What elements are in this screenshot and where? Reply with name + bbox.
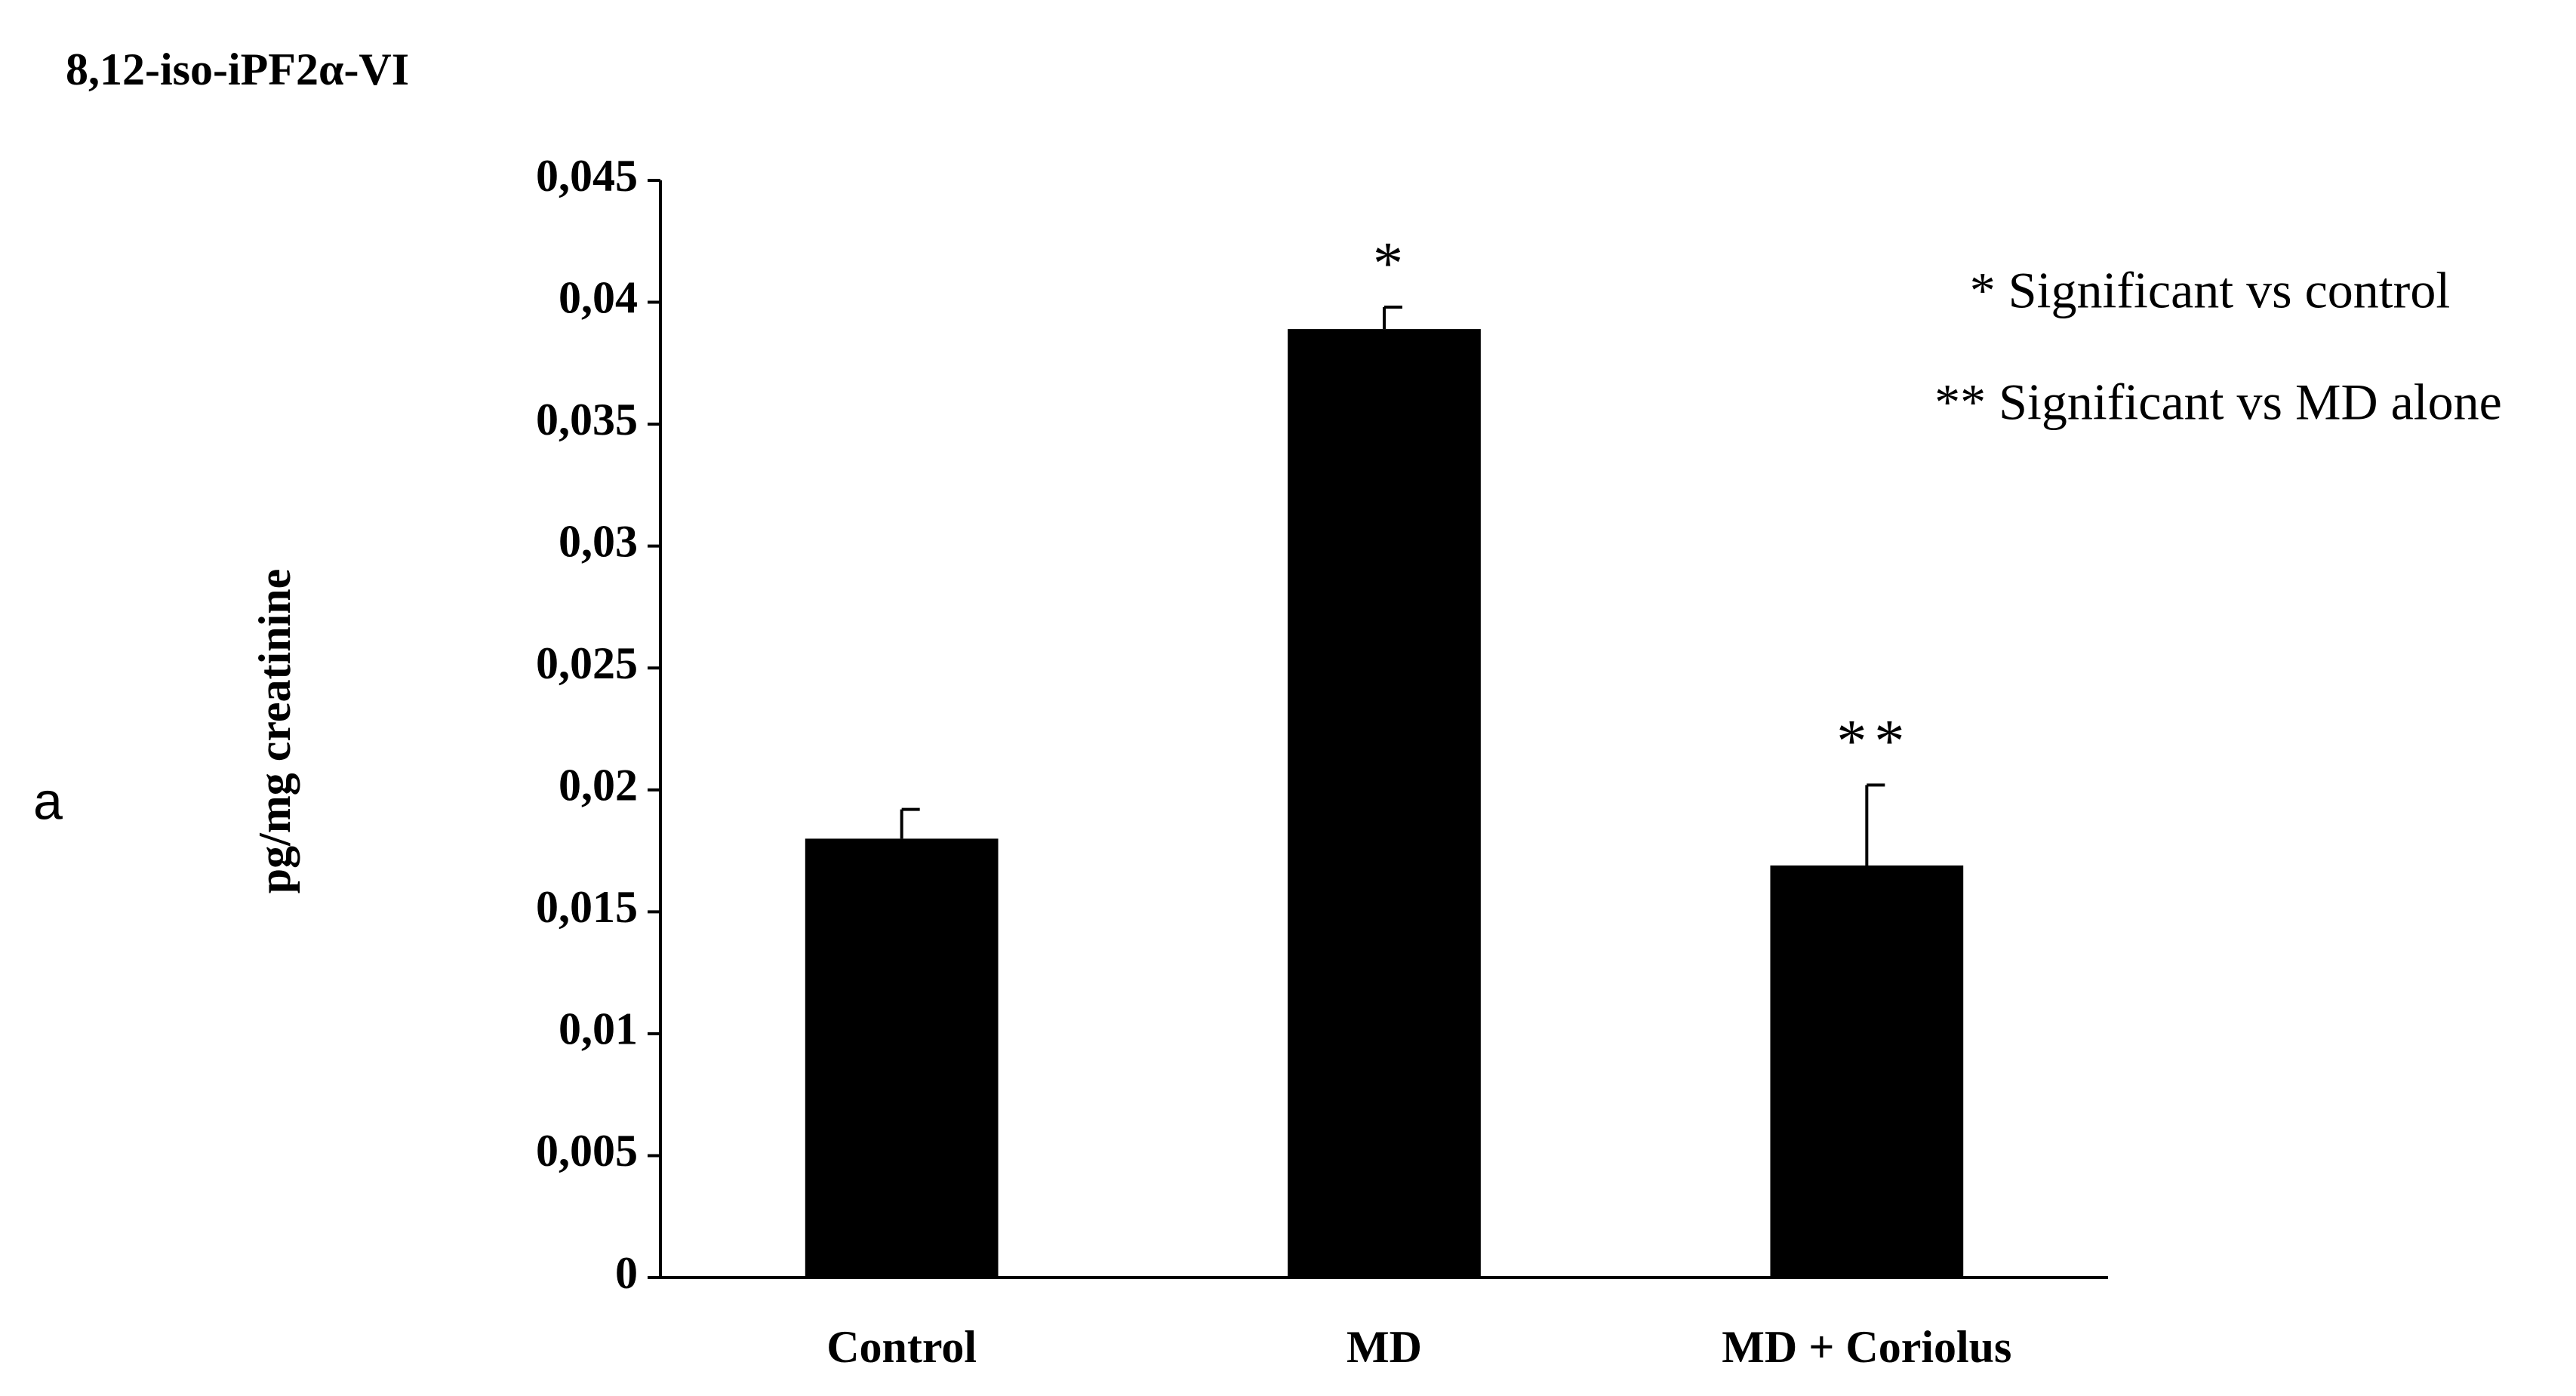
note: * Significant vs control (1970, 262, 2450, 319)
y-tick-label: 0,025 (536, 638, 638, 688)
x-tick-label: MD + Coriolus (1722, 1322, 2011, 1372)
y-tick-label: 0,005 (536, 1126, 638, 1176)
bar (1770, 865, 1964, 1278)
x-tick-label: MD (1346, 1322, 1422, 1372)
y-tick-label: 0 (615, 1248, 638, 1298)
bar (1288, 329, 1481, 1278)
y-axis-label: pg/mg creatinine (250, 569, 300, 894)
y-tick-label: 0,01 (559, 1004, 638, 1054)
significance-mark: ** (1836, 709, 1912, 775)
y-tick-label: 0,03 (559, 516, 638, 566)
significance-mark: * (1373, 230, 1411, 297)
bar (805, 838, 999, 1278)
y-tick-label: 0,02 (559, 761, 638, 810)
note: ** Significant vs MD alone (1934, 374, 2502, 431)
y-tick-label: 0,045 (536, 151, 638, 201)
error-bar (900, 807, 920, 839)
panel-label: a (33, 771, 63, 830)
x-tick-label: Control (826, 1322, 977, 1372)
chart-title: 8,12-iso-iPF2α-VI (66, 45, 409, 94)
error-bar (1383, 306, 1402, 330)
y-tick-label: 0,015 (536, 882, 638, 932)
error-bar (1865, 783, 1885, 866)
y-tick-label: 0,035 (536, 395, 638, 444)
y-tick-label: 0,04 (559, 272, 638, 322)
